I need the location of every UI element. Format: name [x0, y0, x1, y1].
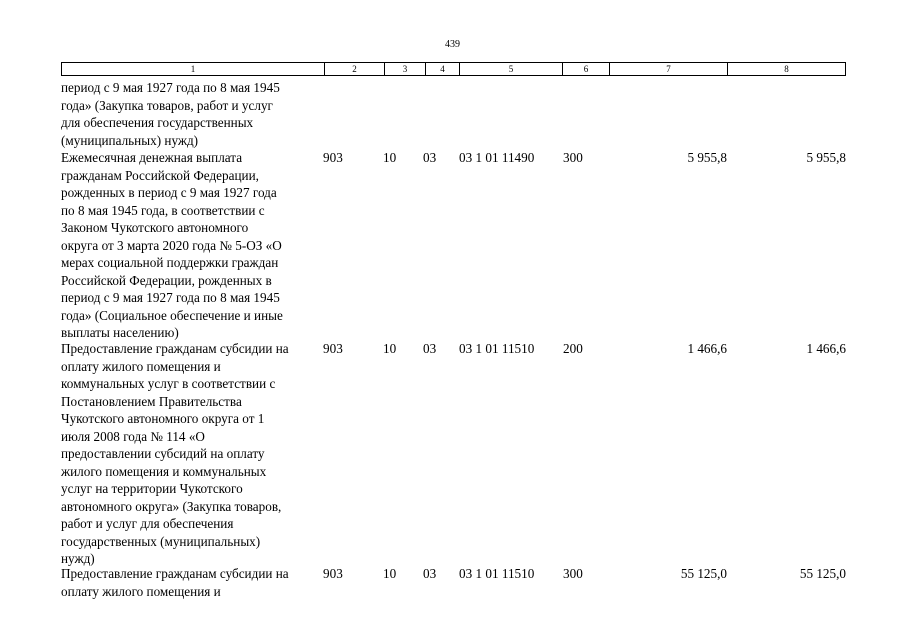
row-ministry-code: 903: [323, 341, 343, 356]
row-description: Ежемесячная денежная выплата гражданам Р…: [61, 150, 283, 340]
row-amount-col8: 55 125,0: [799, 566, 846, 581]
header-col-5: 5: [459, 63, 562, 75]
row-amount-col8: 5 955,8: [806, 150, 846, 165]
row-amount-col7: 55 125,0: [680, 566, 727, 581]
header-col-8: 8: [727, 63, 845, 75]
row-expense-type: 300: [563, 150, 583, 165]
row-ministry-code: 903: [323, 566, 343, 581]
header-col-1: 1: [190, 64, 196, 74]
row-ministry-code: 903: [323, 150, 343, 165]
row-target-article: 03 1 01 11490: [459, 150, 535, 165]
row-expense-type: 200: [563, 341, 583, 356]
row-expense-type: 300: [563, 566, 583, 581]
page-number: 439: [445, 39, 460, 50]
table-header: 1 2 3 4 5 6 7 8: [61, 62, 846, 76]
header-col-6: 6: [562, 63, 609, 75]
row-section-code: 10: [383, 566, 397, 581]
row-description: Предоставление гражданам субсидии на опл…: [61, 341, 289, 566]
row-amount-col7: 1 466,6: [687, 341, 727, 356]
row-description: период с 9 мая 1927 года по 8 мая 1945 г…: [61, 80, 280, 148]
row-subsection-code: 03: [423, 341, 437, 356]
row-description: Предоставление гражданам субсидии на опл…: [61, 566, 289, 599]
row-subsection-code: 03: [423, 566, 437, 581]
header-col-7: 7: [609, 63, 727, 75]
row-section-code: 10: [383, 150, 397, 165]
row-amount-col7: 5 955,8: [687, 150, 727, 165]
header-col-4: 4: [425, 63, 459, 75]
row-section-code: 10: [383, 341, 397, 356]
header-col-3: 3: [384, 63, 425, 75]
row-subsection-code: 03: [423, 150, 437, 165]
row-target-article: 03 1 01 11510: [459, 341, 535, 356]
header-col-2: 2: [324, 63, 384, 75]
row-target-article: 03 1 01 11510: [459, 566, 535, 581]
row-amount-col8: 1 466,6: [806, 341, 846, 356]
